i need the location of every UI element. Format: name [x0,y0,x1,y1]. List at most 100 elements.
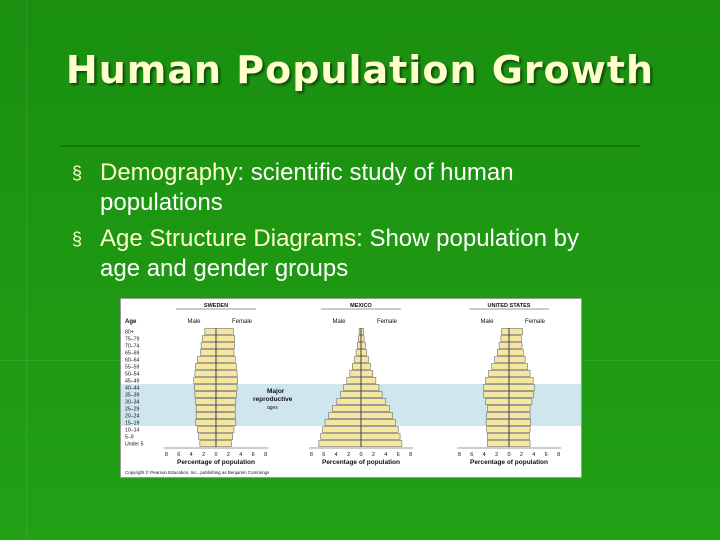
age-structure-figure: Age 80+ 75–79 70–74 65–69 60–64 55–59 50–54 45–4… [120,298,582,478]
x-tick-label: 4 [335,452,338,458]
age-group-label: 40–44 [125,386,140,392]
age-group-label: 45–49 [125,379,140,385]
female-bar [215,412,236,419]
x-tick-label: 4 [190,452,193,458]
bullet-separator: : [356,225,370,252]
x-tick-label: 4 [384,452,387,458]
x-tick-label: 8 [557,452,560,458]
male-bar [195,398,217,405]
male-bar [500,335,510,342]
age-group-label: 55–59 [125,365,140,371]
female-bar [360,398,387,405]
age-structure-diagram: Age 80+75–7970–7465–6960–6455–5950–5445–4… [121,303,581,475]
bullet-demography: § Demography: scientific study of human … [72,158,692,218]
female-bar [508,342,523,349]
pyramid-country-label: MEXICO [350,303,372,309]
male-bar [200,349,217,356]
female-bar [360,370,374,377]
male-bar [486,412,510,419]
female-bar [215,440,232,447]
male-bar [197,356,217,363]
female-bar [508,398,533,405]
male-bar [488,370,510,377]
x-tick-label: 2 [495,452,498,458]
female-bar [215,384,238,391]
male-bar [496,349,510,356]
female-bar [215,419,237,426]
x-tick-label: 6 [545,452,548,458]
male-bar [336,398,362,405]
x-tick-label: 0 [214,452,217,458]
female-bar [215,349,235,356]
female-bar [360,426,399,433]
bullet-term: Age Structure Diagrams [100,225,357,252]
female-bar [508,356,526,363]
male-bar [501,328,510,335]
male-bar [194,370,217,377]
x-tick-label: 2 [347,452,350,458]
male-bar [487,440,510,447]
bullet-marker: § [72,229,83,249]
female-bar [215,356,236,363]
male-label: Male [480,319,494,325]
female-bar [508,328,523,335]
female-bar [508,384,535,391]
age-group-label: 60–64 [125,358,140,364]
male-bar [355,349,362,356]
male-bar [487,433,510,440]
x-axis-label: Percentage of population [322,459,400,466]
bullet-separator: : [237,159,251,186]
age-group-label: 70–74 [125,344,140,350]
female-bar [360,433,401,440]
female-bar [508,419,531,426]
pyramid-country-label: UNITED STATES [488,303,531,309]
x-tick-label: 8 [409,452,412,458]
female-bar [360,377,377,384]
age-group-label: 15–19 [125,421,140,427]
female-bar [508,377,534,384]
female-bar [360,349,367,356]
female-bar [360,391,383,398]
male-bar [318,440,362,447]
x-tick-label: 6 [252,452,255,458]
x-tick-label: 2 [520,452,523,458]
female-bar [360,342,366,349]
male-bar [340,391,362,398]
female-bar [215,433,233,440]
age-group-label: 65–69 [125,351,140,357]
age-group-label: 30–34 [125,400,140,406]
female-bar [508,405,531,412]
male-bar [494,356,510,363]
male-bar [486,426,510,433]
male-bar [204,328,217,335]
male-bar [194,384,217,391]
male-bar [320,433,362,440]
female-bar [360,356,369,363]
x-axis-label: Percentage of population [177,459,255,466]
female-bar [215,391,237,398]
age-group-label: 50–54 [125,372,140,378]
reproductive-label: Major [267,388,285,395]
x-tick-label: 8 [458,452,461,458]
male-bar [498,342,510,349]
female-bar [360,405,390,412]
male-bar [200,342,217,349]
x-tick-label: 8 [264,452,267,458]
reproductive-label: ages [267,405,278,411]
male-bar [485,377,510,384]
x-tick-label: 6 [322,452,325,458]
male-bar [193,377,217,384]
background-gridline [26,0,27,540]
reproductive-label: reproductive [253,396,293,403]
age-group-label: 20–24 [125,414,140,420]
male-label: Male [187,319,201,325]
female-bar [508,440,531,447]
male-bar [332,405,362,412]
x-tick-label: 0 [507,452,510,458]
bullet-list: § Demography: scientific study of human … [72,158,692,290]
x-tick-label: 2 [202,452,205,458]
x-tick-label: 6 [397,452,400,458]
x-axis-label: Percentage of population [470,459,548,466]
female-bar [215,398,237,405]
x-tick-label: 8 [165,452,168,458]
